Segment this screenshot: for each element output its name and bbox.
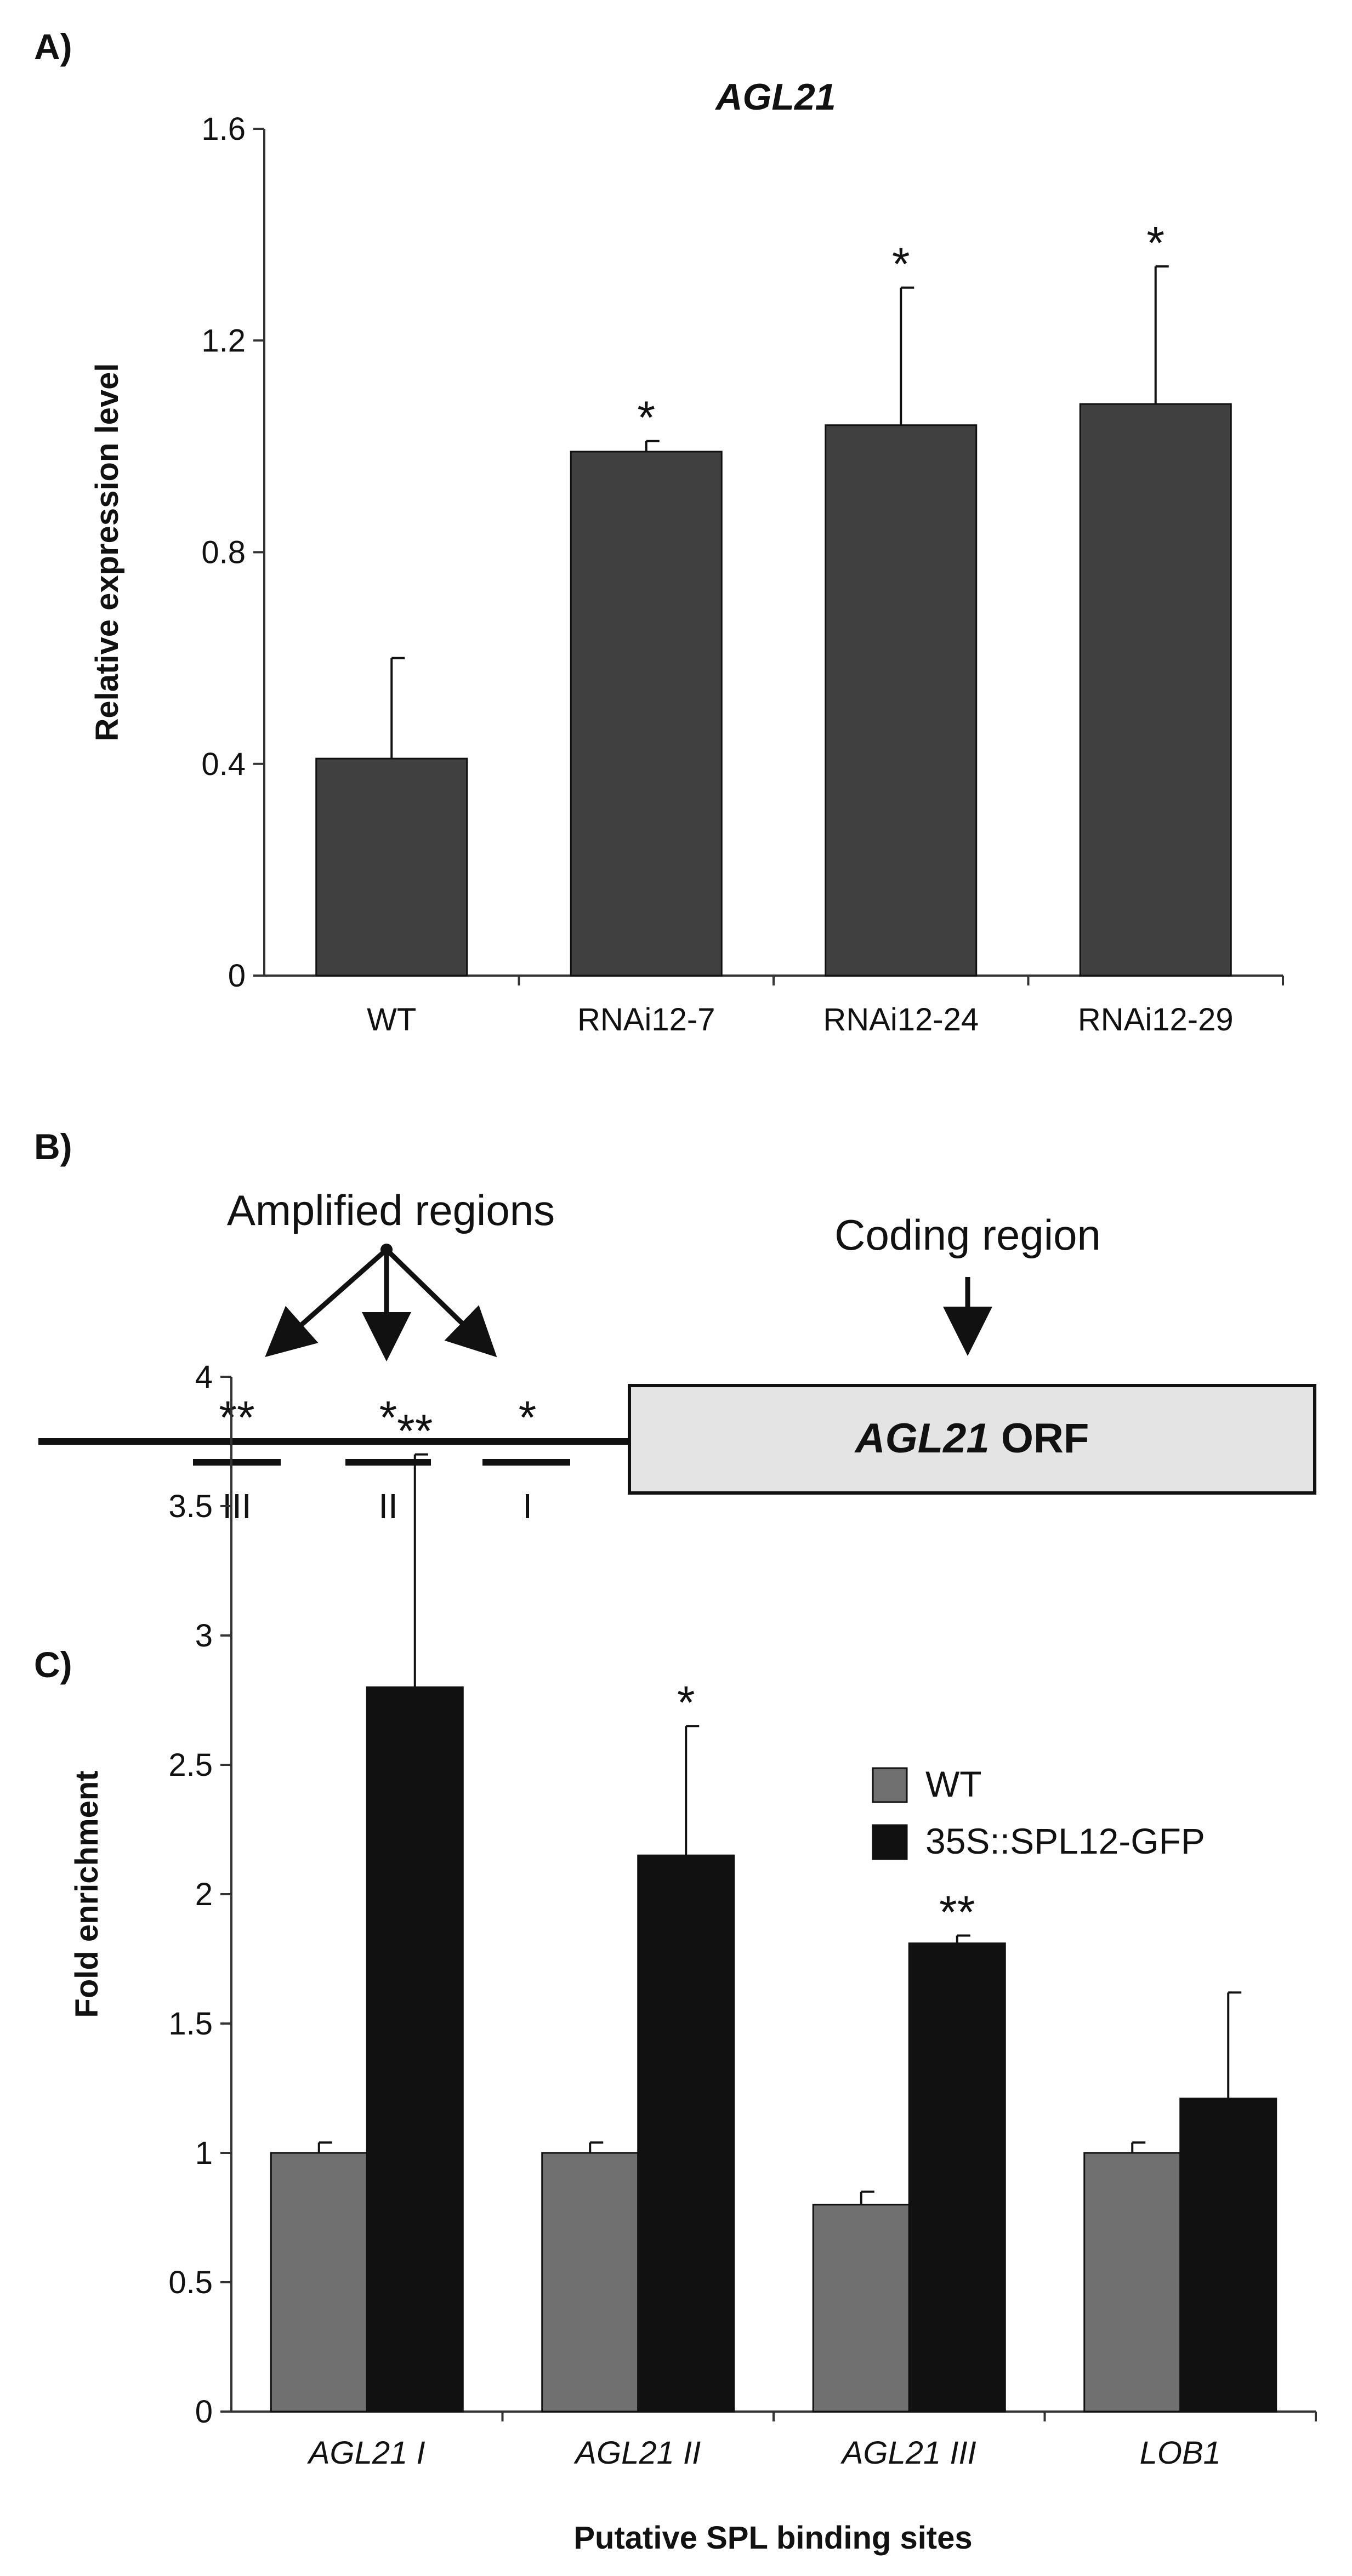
significance-label: * — [892, 238, 910, 290]
y-tick-label: 0.4 — [201, 746, 246, 782]
x-category-label: LOB1 — [1140, 2435, 1221, 2471]
significance-label: * — [1146, 217, 1164, 269]
y-axis-title: Fold enrichment — [69, 1770, 105, 2018]
y-tick-label: 2.5 — [168, 1747, 213, 1783]
arrow-to-region-iii — [265, 1247, 388, 1357]
bar — [812, 2203, 910, 2413]
legend-label: 35S::SPL12-GFP — [925, 1821, 1205, 1861]
significance-label: ** — [397, 1405, 433, 1457]
bar — [270, 2152, 368, 2413]
y-tick-label: 1.2 — [201, 323, 246, 358]
y-tick-label: 3 — [195, 1618, 213, 1654]
amplified-regions-label: Amplified regions — [227, 1186, 555, 1234]
y-tick-label: 1.6 — [201, 111, 246, 147]
panel-label-a: A) — [34, 26, 72, 67]
bar — [366, 1686, 464, 2413]
legend-label: WT — [925, 1764, 982, 1804]
significance-label: * — [637, 392, 655, 443]
x-category-label: RNAi12-24 — [823, 1002, 979, 1038]
y-tick-label: 0.5 — [168, 2265, 213, 2300]
region-ii-label: II — [378, 1486, 398, 1526]
x-category-label: RNAi12-7 — [577, 1002, 715, 1038]
bar — [1079, 403, 1232, 977]
significance-label: * — [677, 1677, 695, 1728]
chart-title: AGL21 — [714, 76, 836, 118]
bar — [637, 1854, 735, 2413]
region-i-label: I — [522, 1486, 532, 1526]
panel-label-c: C) — [34, 1644, 72, 1685]
y-tick-label: 2 — [195, 1877, 213, 1912]
orf-label: AGL21 ORF — [854, 1415, 1089, 1462]
x-category-label: AGL21 III — [840, 2435, 976, 2471]
chart-a: 0 0.4 0.8 1.2 1.6 AGL21 Relative expression le… — [89, 76, 1284, 1038]
y-tick-label: 4 — [195, 1359, 213, 1395]
y-tick-label: 0 — [195, 2394, 213, 2430]
arrow-to-region-i — [384, 1247, 497, 1358]
legend-swatch — [872, 1824, 908, 1860]
bar — [825, 424, 978, 977]
significance-label: ** — [939, 1887, 975, 1938]
coding-region-label: Coding region — [834, 1211, 1101, 1259]
region-ii-stars: * — [379, 1392, 397, 1443]
y-tick-label: 0 — [228, 958, 246, 994]
bar — [1083, 2152, 1181, 2413]
bar — [1179, 2098, 1277, 2413]
region-i-stars: * — [519, 1392, 537, 1443]
orf-gene-name: AGL21 — [854, 1415, 990, 1462]
x-category-label: WT — [367, 1002, 416, 1038]
bar — [541, 2152, 639, 2413]
orf-box — [628, 1384, 1316, 1495]
bar — [908, 1942, 1006, 2413]
panel-label-b: B) — [34, 1126, 72, 1167]
x-category-label: AGL21 II — [573, 2435, 701, 2471]
bar — [315, 757, 468, 977]
y-tick-label: 1.5 — [168, 2006, 213, 2042]
y-tick-label: 1 — [195, 2135, 213, 2171]
y-tick-label: 0.8 — [201, 535, 246, 571]
diagram-b: Amplified regions Coding region AGL21 OR… — [38, 1186, 1316, 1526]
region-iii-stars: ** — [219, 1392, 254, 1443]
y-tick-label: 3.5 — [168, 1489, 213, 1524]
legend-swatch — [872, 1767, 908, 1803]
orf-suffix: ORF — [1001, 1415, 1089, 1462]
chart-c: 0 0.5 1 1.5 2 2.5 3 3.5 4 Fold enrichment Putative… — [69, 1359, 1317, 2556]
x-category-label: RNAi12-29 — [1078, 1002, 1234, 1038]
y-axis-title: Relative expression level — [89, 363, 125, 742]
x-category-label: AGL21 I — [307, 2435, 425, 2471]
bar — [570, 451, 723, 977]
x-axis-title: Putative SPL binding sites — [573, 2520, 972, 2556]
